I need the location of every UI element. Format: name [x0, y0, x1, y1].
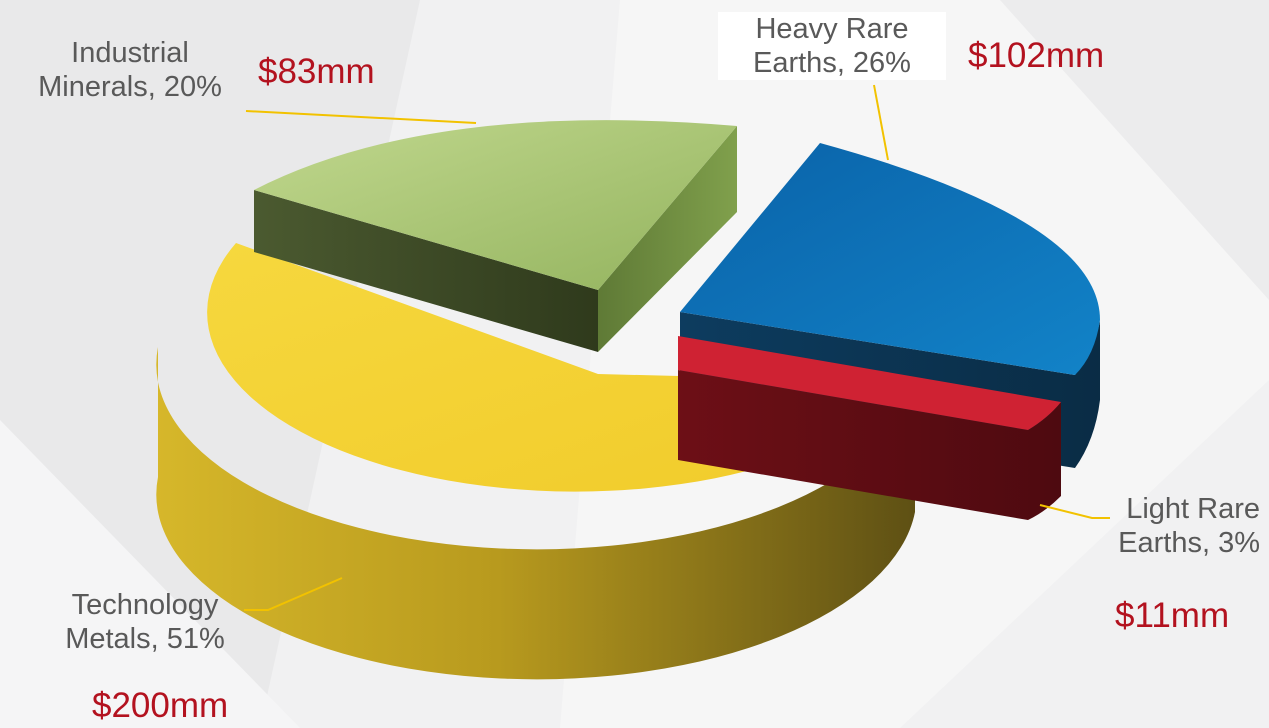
value-label-technology-metals: $200mm [92, 686, 229, 725]
slice-light-rare-earths [678, 336, 1061, 520]
leader-lines [244, 84, 1110, 611]
label-industrial-minerals: Industrial Minerals, 20% [38, 37, 222, 103]
leader-line-light [1039, 504, 1110, 519]
label-technology-metals: Technology Metals, 51% [65, 589, 225, 655]
label-light-rare-earths: Light Rare Earths, 3% [1118, 493, 1260, 559]
label-heavy-rare-earths: Heavy Rare Earths, 26% [718, 12, 946, 80]
slice-industrial-minerals [254, 120, 737, 352]
value-label-heavy-rare-earths: $102mm [968, 36, 1105, 75]
leader-line-technology [244, 577, 343, 611]
leader-line-industrial [245, 110, 477, 124]
leader-line-heavy [873, 84, 889, 161]
value-label-industrial-minerals: $83mm [258, 52, 375, 91]
value-label-light-rare-earths: $11mm [1115, 596, 1230, 635]
